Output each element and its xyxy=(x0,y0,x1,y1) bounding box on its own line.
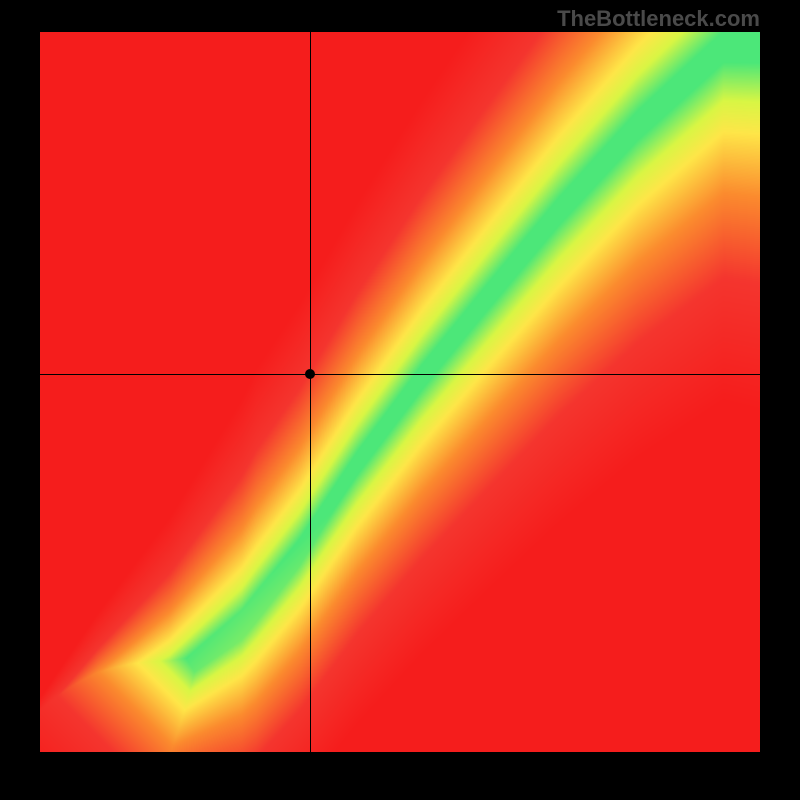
plot-area xyxy=(40,32,760,752)
crosshair-horizontal xyxy=(40,374,760,375)
heatmap-canvas xyxy=(40,32,760,752)
watermark-text: TheBottleneck.com xyxy=(557,6,760,32)
crosshair-marker xyxy=(305,369,315,379)
chart-container: TheBottleneck.com xyxy=(0,0,800,800)
crosshair-vertical xyxy=(310,32,311,752)
